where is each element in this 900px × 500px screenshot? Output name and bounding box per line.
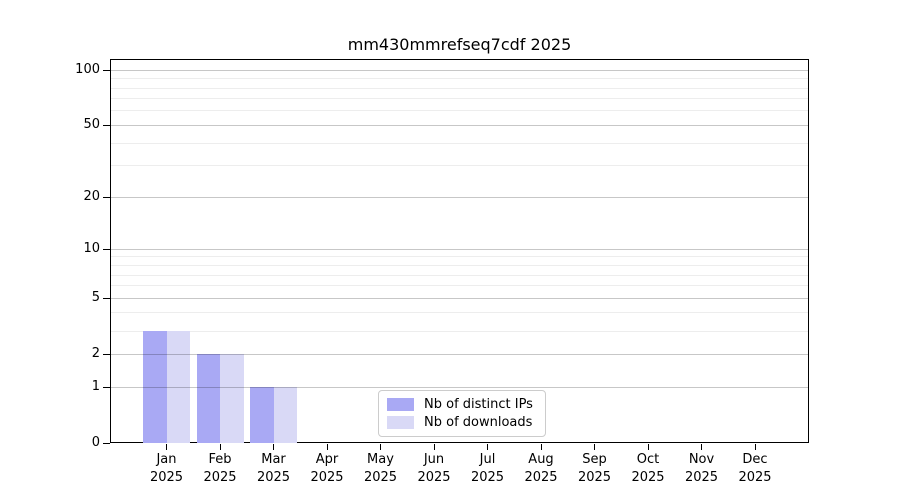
y-tick-label: 20 xyxy=(83,189,100,205)
x-tick-label-jan: Jan 2025 xyxy=(149,452,184,485)
x-tick-mark xyxy=(487,444,488,450)
y-tick-mark xyxy=(103,386,110,388)
bar-downloads-mar xyxy=(273,387,297,443)
x-tick-label-apr: Apr 2025 xyxy=(310,452,344,485)
y-tick-mark xyxy=(103,353,110,355)
x-tick-mark xyxy=(701,444,702,450)
bar-downloads-jan xyxy=(166,331,190,443)
x-tick-label-jun: Jun 2025 xyxy=(417,452,451,485)
minor-gridline xyxy=(110,285,809,287)
legend-label-downloads: Nb of downloads xyxy=(424,414,533,430)
minor-gridline xyxy=(110,165,809,167)
bar-downloads-feb xyxy=(220,354,244,443)
y-tick-mark xyxy=(103,442,110,444)
y-tick-mark xyxy=(103,297,110,299)
minor-gridline xyxy=(110,87,809,89)
y-tick-label: 100 xyxy=(75,62,100,78)
major-gridline xyxy=(110,196,809,198)
major-gridline xyxy=(110,353,809,355)
major-gridline xyxy=(110,124,809,126)
x-tick-label-nov: Nov 2025 xyxy=(684,452,719,485)
minor-gridline xyxy=(110,78,809,80)
y-tick-label: 2 xyxy=(91,346,100,362)
y-tick-mark xyxy=(103,69,110,71)
minor-gridline xyxy=(110,98,809,100)
bar-distinct-ips-jan xyxy=(143,331,167,443)
minor-gridline xyxy=(110,330,809,332)
x-tick-label-feb: Feb 2025 xyxy=(203,452,237,485)
legend-item-downloads: Nb of downloads xyxy=(387,415,537,430)
x-tick-label-aug: Aug 2025 xyxy=(524,452,558,485)
minor-gridline xyxy=(110,142,809,144)
y-tick-label: 0 xyxy=(91,435,100,450)
x-tick-label-oct: Oct 2025 xyxy=(631,452,665,485)
minor-gridline xyxy=(110,256,809,258)
x-tick-label-jul: Jul 2025 xyxy=(470,452,505,485)
plot-area xyxy=(110,59,809,443)
bar-distinct-ips-mar xyxy=(250,387,274,443)
major-gridline xyxy=(110,248,809,250)
x-tick-mark xyxy=(380,444,381,450)
major-gridline xyxy=(110,297,809,299)
minor-gridline xyxy=(110,265,809,266)
x-tick-label-mar: Mar 2025 xyxy=(256,452,291,485)
x-tick-mark xyxy=(540,444,542,450)
y-tick-label: 5 xyxy=(91,290,100,306)
x-tick-label-sep: Sep 2025 xyxy=(577,452,612,485)
legend: Nb of distinct IPs Nb of downloads xyxy=(378,390,546,437)
legend-swatch-distinct-ips xyxy=(387,398,414,412)
legend-swatch-downloads xyxy=(387,415,414,429)
minor-gridline xyxy=(110,312,809,314)
x-tick-mark xyxy=(433,444,435,450)
y-tick-label: 50 xyxy=(83,117,100,133)
major-gridline xyxy=(110,69,809,71)
y-tick-mark xyxy=(103,124,110,126)
minor-gridline xyxy=(110,274,809,276)
x-tick-label-dec: Dec 2025 xyxy=(738,452,772,485)
x-tick-mark xyxy=(647,444,649,450)
y-tick-mark xyxy=(103,196,110,198)
x-tick-mark xyxy=(166,444,167,450)
x-tick-mark xyxy=(754,444,756,450)
y-tick-mark xyxy=(103,248,110,250)
x-tick-mark xyxy=(594,444,595,450)
bar-distinct-ips-feb xyxy=(196,354,220,443)
major-gridline xyxy=(110,386,809,388)
legend-item-distinct-ips: Nb of distinct IPs xyxy=(387,397,537,412)
x-tick-mark xyxy=(219,444,221,450)
chart-title: mm430mmrefseq7cdf 2025 xyxy=(347,35,572,54)
x-tick-label-may: May 2025 xyxy=(363,452,398,485)
y-tick-label: 1 xyxy=(91,379,100,394)
y-tick-label: 10 xyxy=(83,241,100,257)
x-tick-mark xyxy=(273,444,274,450)
legend-label-distinct-ips: Nb of distinct IPs xyxy=(424,397,533,413)
minor-gridline xyxy=(110,110,809,112)
x-tick-mark xyxy=(326,444,328,450)
